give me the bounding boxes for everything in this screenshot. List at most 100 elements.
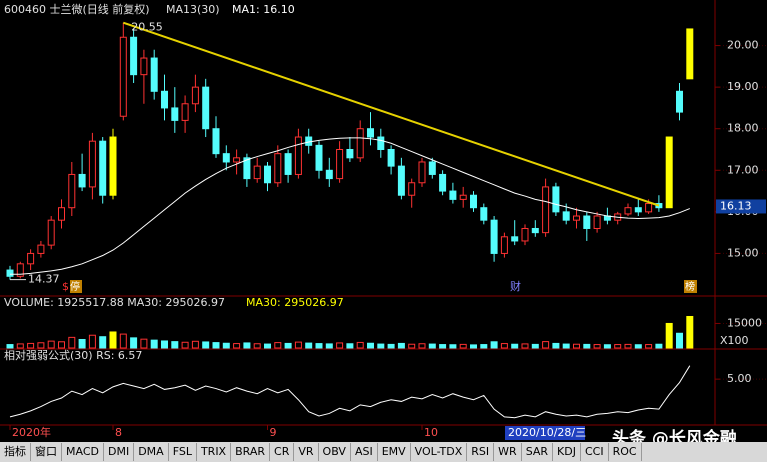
candle-body <box>428 161 436 175</box>
toolbar-tab[interactable]: EMV <box>378 443 411 461</box>
chart: 600460 士兰微(日线 前复权) MA13(30) MA1: 16.10 $… <box>0 0 767 440</box>
toolbar-tab[interactable]: MACD <box>62 443 104 461</box>
volume-bar <box>428 343 436 349</box>
candle-body <box>27 252 35 265</box>
toolbar-tab[interactable]: 窗口 <box>31 443 62 461</box>
candle-body <box>315 144 323 171</box>
volume-bar <box>47 340 55 349</box>
toolbar-tab[interactable]: RSI <box>467 443 495 461</box>
toolbar-tab[interactable]: CCI <box>581 443 609 461</box>
candle-body <box>408 182 416 196</box>
volume-bar <box>614 344 622 349</box>
toolbar-tab[interactable]: VOL-TDX <box>411 443 468 461</box>
candle-body <box>573 215 580 221</box>
volume-bar <box>552 342 560 349</box>
candle-body <box>480 207 488 221</box>
y-tick-label: 19.00 <box>727 80 759 93</box>
volume-bar <box>325 343 333 349</box>
toolbar-tab[interactable]: KDJ <box>553 443 581 461</box>
marker-box <box>70 280 82 293</box>
volume-bar <box>150 339 158 349</box>
volume-bar <box>356 341 364 349</box>
candle-body <box>336 149 344 180</box>
ma-line <box>10 137 690 275</box>
volume-title: VOLUME: 1925517.88 MA30: 295026.97 <box>4 296 225 309</box>
volume-bar <box>449 344 457 349</box>
candle-body <box>459 194 467 200</box>
candle-body <box>243 157 251 180</box>
candle-body <box>68 173 76 209</box>
volume-bar <box>562 343 570 349</box>
volume-bar <box>634 344 642 349</box>
volume-bar <box>439 344 447 349</box>
candle-body <box>521 227 529 242</box>
candle-body <box>88 140 96 188</box>
volume-bar <box>284 342 292 349</box>
price-box <box>716 199 766 214</box>
rs-title: 相对强弱公式(30) RS: 6.57 <box>4 348 142 362</box>
toolbar-tab[interactable]: DMA <box>134 443 169 461</box>
candle-body <box>387 149 395 167</box>
candle-body <box>500 236 508 254</box>
volume-bar <box>274 342 282 349</box>
cursor-date: 2020/10/28/三 <box>508 426 586 439</box>
volume-bar <box>665 322 673 349</box>
price-box-label: 16.13 <box>720 199 752 212</box>
candle-body <box>6 269 14 277</box>
marker: $ <box>62 280 69 293</box>
volume-bar <box>264 343 271 349</box>
y-tick-label: 15000 <box>727 316 762 329</box>
volume-bar <box>459 343 467 349</box>
volume-bar <box>521 343 529 349</box>
indicator: MA13(30) <box>166 3 220 16</box>
volume-bar <box>511 343 519 349</box>
volume-bar <box>377 343 385 349</box>
candle-body <box>47 219 55 246</box>
volume-bar <box>27 342 35 349</box>
volume-bar <box>480 344 488 349</box>
candle-body <box>531 227 539 234</box>
x-tick-label: 10 <box>424 426 438 439</box>
candle-body <box>645 203 653 213</box>
candle-body <box>562 211 570 221</box>
volume-bar <box>655 343 663 349</box>
candle-body <box>181 103 189 121</box>
toolbar-tab[interactable]: SAR <box>522 443 554 461</box>
candle-body <box>356 128 364 159</box>
volume-bar <box>531 343 539 349</box>
toolbar-tab[interactable]: ASI <box>351 443 378 461</box>
volume-bar <box>346 343 354 349</box>
candle-body <box>490 219 498 254</box>
toolbar-tab[interactable]: TRIX <box>197 443 232 461</box>
volume-unit: X100 <box>720 334 749 347</box>
volume-bar <box>99 336 107 349</box>
toolbar-tab[interactable]: DMI <box>104 443 135 461</box>
volume-bar <box>470 344 477 349</box>
volume-bar <box>418 343 426 349</box>
candle-body <box>150 57 158 92</box>
rs-line <box>9 365 691 419</box>
volume-bar <box>542 341 550 349</box>
candle-body <box>58 207 65 221</box>
candle-body <box>325 169 333 180</box>
volume-bar <box>109 331 117 349</box>
toolbar-tab[interactable]: CR <box>270 443 295 461</box>
volume-bar <box>140 338 148 349</box>
x-tick-label: 9 <box>270 426 277 439</box>
x-tick-label: 8 <box>115 426 122 439</box>
toolbar-tab[interactable]: OBV <box>319 443 351 461</box>
volume-bar <box>305 342 313 349</box>
candle-body <box>222 153 230 163</box>
volume-bar <box>367 342 374 349</box>
toolbar-tab[interactable]: 指标 <box>0 443 31 461</box>
toolbar-tab[interactable]: ROC <box>609 443 642 461</box>
toolbar-tab[interactable]: VR <box>294 443 319 461</box>
volume-bar <box>387 343 395 349</box>
candle-body <box>294 136 302 175</box>
volume-bar <box>161 340 168 349</box>
toolbar-tab[interactable]: BRAR <box>231 443 271 461</box>
toolbar-tab[interactable]: WR <box>494 443 522 461</box>
toolbar-tab[interactable]: FSL <box>169 443 197 461</box>
candle-body <box>676 90 683 113</box>
